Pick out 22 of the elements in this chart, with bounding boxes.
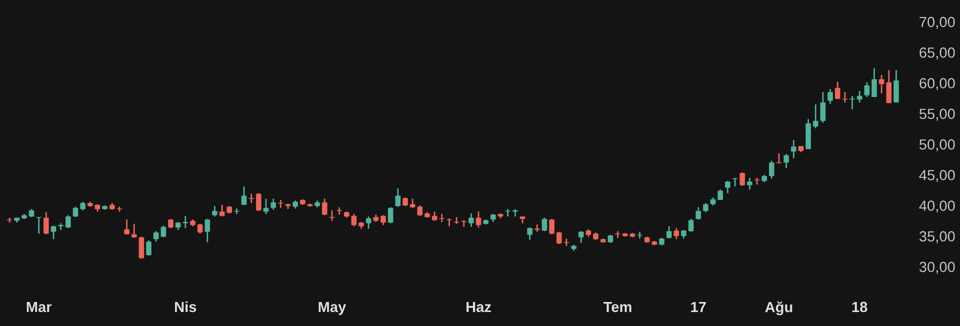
candlestick bbox=[336, 206, 342, 216]
y-tick-label: 70,00 bbox=[920, 16, 955, 29]
y-tick-label: 50,00 bbox=[919, 139, 955, 152]
candlestick bbox=[637, 231, 642, 240]
x-tick-label: 17 bbox=[691, 302, 706, 312]
candlestick bbox=[534, 224, 540, 232]
x-tick-label: Mar bbox=[26, 302, 52, 312]
y-tick-label: 40,00 bbox=[919, 200, 955, 213]
y-tick-label: 45,00 bbox=[919, 170, 955, 182]
y-tick-label: 60,00 bbox=[920, 78, 955, 90]
x-tick-label: May bbox=[318, 302, 346, 316]
x-tick-label: 18 bbox=[852, 302, 868, 312]
candlestick bbox=[439, 213, 445, 223]
y-tick-label: 30,00 bbox=[919, 262, 955, 274]
y-tick-label: 55,00 bbox=[919, 108, 955, 121]
y-tick-label: 35,00 bbox=[919, 231, 955, 244]
x-tick-label: Haz bbox=[466, 302, 491, 312]
x-tick-label: Tem bbox=[603, 302, 632, 312]
candlestick bbox=[58, 222, 64, 231]
x-tick-label: Ağu bbox=[765, 301, 792, 316]
y-tick-label: 65,00 bbox=[920, 47, 955, 60]
x-tick-label: Nis bbox=[175, 301, 196, 312]
